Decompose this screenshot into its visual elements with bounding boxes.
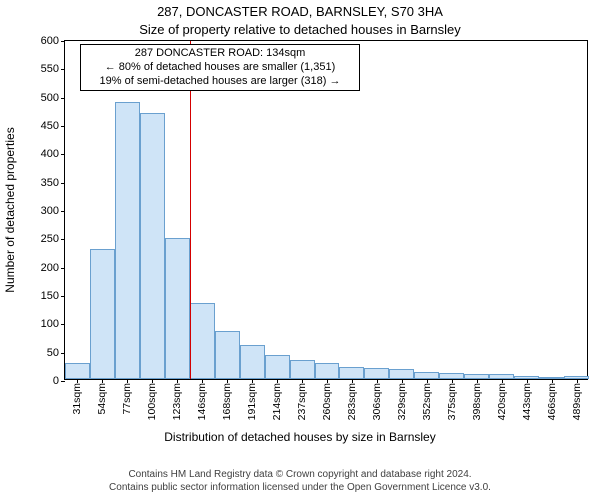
title-line-1: 287, DONCASTER ROAD, BARNSLEY, S70 3HA [0,4,600,19]
bar [140,113,165,379]
bar [215,331,240,379]
x-tick-label: 443sqm [521,383,533,420]
bar [190,303,215,380]
footer-line-1: Contains HM Land Registry data © Crown c… [0,469,600,482]
x-tick-label: 329sqm [396,383,408,420]
x-tick-label: 283sqm [346,383,358,420]
y-tick-mark [61,183,65,184]
x-tick-label: 420sqm [496,383,508,420]
bar [364,368,389,379]
x-tick-label: 191sqm [246,383,258,420]
y-tick-mark [61,69,65,70]
annotation-box: 287 DONCASTER ROAD: 134sqm ← 80% of deta… [80,44,360,91]
y-axis-label: Number of detached properties [3,127,17,292]
bar [290,360,315,379]
y-tick-mark [61,154,65,155]
y-tick-mark [61,211,65,212]
bar [414,372,439,379]
bars-layer [65,41,587,379]
y-tick-mark [61,381,65,382]
x-tick-label: 489sqm [571,383,583,420]
x-tick-label: 375sqm [446,383,458,420]
x-tick-label: 352sqm [421,383,433,420]
bar [65,363,90,379]
annotation-line-2: ← 80% of detached houses are smaller (1,… [87,61,353,75]
y-tick-mark [61,268,65,269]
x-tick-label: 237sqm [296,383,308,420]
x-tick-label: 306sqm [371,383,383,420]
x-tick-label: 77sqm [121,383,133,415]
x-tick-label: 260sqm [321,383,333,420]
x-axis-caption: Distribution of detached houses by size … [0,430,600,444]
footer-line-2: Contains public sector information licen… [0,482,600,495]
x-tick-label: 54sqm [96,383,108,415]
x-tick-label: 31sqm [71,383,83,415]
bar [115,102,140,379]
bar [240,345,265,379]
bar [389,369,414,379]
bar [165,238,190,379]
y-tick-mark [61,239,65,240]
x-tick-label: 466sqm [546,383,558,420]
x-tick-label: 168sqm [221,383,233,420]
y-tick-mark [61,126,65,127]
footer: Contains HM Land Registry data © Crown c… [0,469,600,494]
bar [339,367,364,379]
bar [265,355,290,379]
x-tick-label: 398sqm [471,383,483,420]
y-tick-mark [61,41,65,42]
annotation-line-3: 19% of semi-detached houses are larger (… [87,75,353,89]
x-tick-label: 100sqm [146,383,158,420]
y-tick-mark [61,324,65,325]
y-tick-mark [61,353,65,354]
x-tick-label: 214sqm [271,383,283,420]
annotation-line-1: 287 DONCASTER ROAD: 134sqm [87,47,353,61]
bar [315,363,340,379]
bar [90,249,115,379]
y-tick-mark [61,296,65,297]
reference-line [190,41,191,379]
y-tick-mark [61,98,65,99]
x-tick-label: 146sqm [196,383,208,420]
title-line-2: Size of property relative to detached ho… [0,22,600,37]
page: 287, DONCASTER ROAD, BARNSLEY, S70 3HA S… [0,0,600,500]
x-tick-label: 123sqm [171,383,183,420]
